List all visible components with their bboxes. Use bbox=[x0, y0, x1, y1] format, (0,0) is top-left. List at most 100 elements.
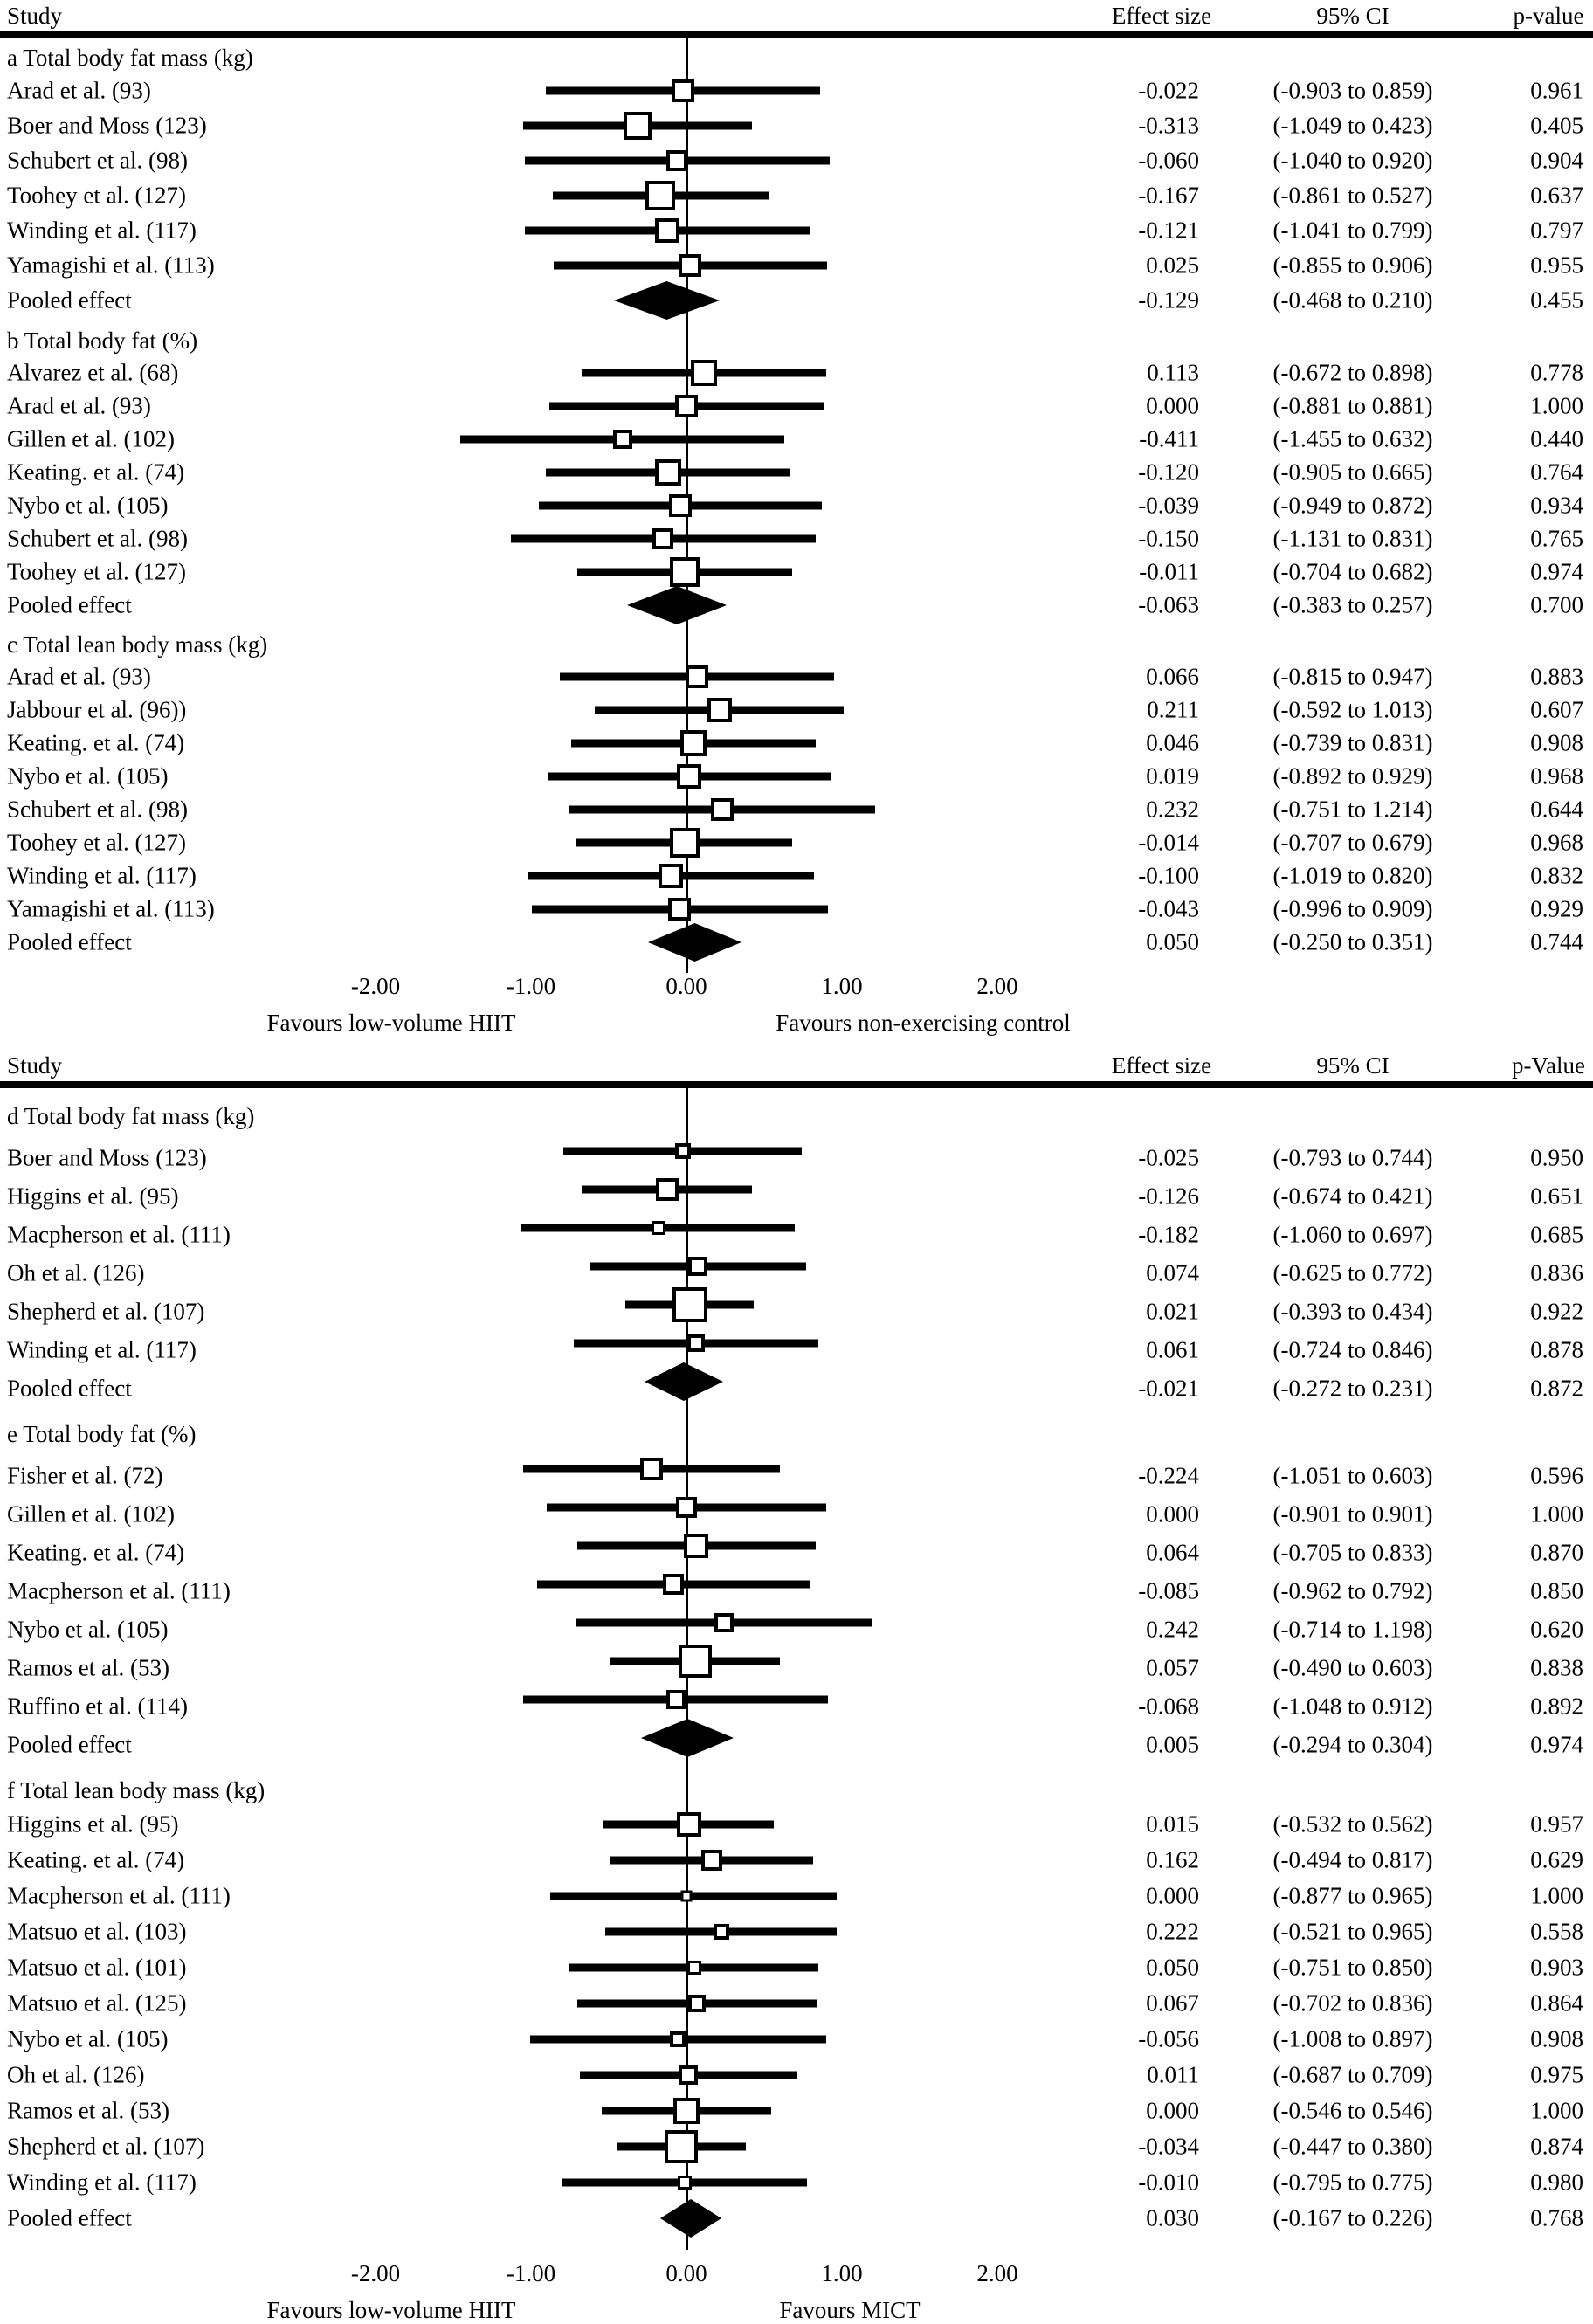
confidence-interval-value: (-1.008 to 0.897) bbox=[1272, 2025, 1433, 2052]
study-label: Toohey et al. (127) bbox=[7, 182, 187, 209]
study-label: Keating. et al. (74) bbox=[7, 729, 185, 756]
study-label: Oh et al. (126) bbox=[7, 1259, 145, 1286]
study-row: Ramos et al. (53) 0.057 (-0.490 to 0.603) 0… bbox=[0, 1642, 1593, 1681]
effect-size-value: -0.068 bbox=[1138, 1693, 1199, 1720]
effect-size-marker bbox=[676, 1811, 701, 1837]
study-row: Boer and Moss (123) -0.313 (-1.049 to 0.42… bbox=[0, 108, 1593, 143]
column-header-study: Study bbox=[7, 3, 63, 29]
column-header-p-value: p-value bbox=[1513, 3, 1584, 29]
effect-size-value: 0.066 bbox=[1146, 663, 1199, 690]
effect-size-value: 0.000 bbox=[1146, 1882, 1199, 1908]
study-row: Macpherson et al. (111) 0.000 (-0.877 to 0… bbox=[0, 1878, 1593, 1914]
effect-size-marker bbox=[686, 1960, 701, 1975]
effect-size-marker bbox=[673, 2097, 700, 2124]
pooled-effect-row: Pooled effect 0.005 (-0.294 to 0.304) 0.974 bbox=[0, 1719, 1593, 1758]
study-label: Ramos et al. (53) bbox=[7, 1654, 169, 1681]
study-label: Schubert et al. (98) bbox=[7, 147, 188, 174]
p-value: 0.934 bbox=[1530, 492, 1583, 519]
p-value: 0.405 bbox=[1530, 112, 1583, 139]
p-value: 0.620 bbox=[1530, 1616, 1583, 1643]
effect-size-marker bbox=[664, 2129, 698, 2163]
p-value: 0.768 bbox=[1530, 2204, 1583, 2231]
confidence-interval-value: (-0.705 to 0.833) bbox=[1272, 1539, 1433, 1566]
confidence-interval-value: (-0.949 to 0.872) bbox=[1272, 492, 1433, 519]
effect-size-marker bbox=[687, 1994, 706, 2012]
study-row: Keating. et al. (74) -0.120 (-0.905 to 0.6… bbox=[0, 456, 1593, 489]
p-value: 0.903 bbox=[1530, 1954, 1583, 1980]
study-row: Higgins et al. (95) 0.015 (-0.532 to 0.562… bbox=[0, 1806, 1593, 1842]
header-rule bbox=[0, 31, 1593, 38]
effect-size-value: 0.011 bbox=[1147, 2061, 1199, 2087]
study-row: Ruffino et al. (114) -0.068 (-1.048 to 0.9… bbox=[0, 1680, 1593, 1720]
p-value: 0.596 bbox=[1530, 1462, 1583, 1489]
axis-tick-label: 2.00 bbox=[976, 973, 1018, 999]
confidence-interval-value: (-0.724 to 0.846) bbox=[1272, 1336, 1433, 1363]
study-row: Keating. et al. (74) 0.046 (-0.739 to 0.83… bbox=[0, 727, 1593, 760]
p-value: 0.974 bbox=[1530, 1731, 1583, 1758]
p-value: 1.000 bbox=[1530, 392, 1583, 419]
effect-size-marker bbox=[651, 1221, 665, 1235]
effect-size-marker bbox=[675, 395, 698, 417]
section-label-row: a Total body fat mass (kg) bbox=[0, 38, 1593, 73]
p-value: 0.974 bbox=[1530, 558, 1583, 585]
study-label: Matsuo et al. (103) bbox=[7, 1918, 187, 1944]
effect-size-marker bbox=[674, 1143, 691, 1159]
pooled-effect-diamond bbox=[640, 1719, 734, 1757]
study-label: Schubert et al. (98) bbox=[7, 796, 188, 823]
effect-size-value: -0.411 bbox=[1139, 425, 1199, 452]
effect-size-value: 0.113 bbox=[1147, 359, 1199, 386]
effect-size-value: 0.067 bbox=[1146, 1990, 1199, 2016]
confidence-interval-value: (-0.702 to 0.836) bbox=[1272, 1990, 1433, 2016]
study-row: Gillen et al. (102) 0.000 (-0.901 to 0.901… bbox=[0, 1488, 1593, 1527]
effect-size-marker bbox=[652, 528, 674, 549]
p-value: 1.000 bbox=[1530, 1882, 1583, 1908]
study-label: Higgins et al. (95) bbox=[7, 1183, 179, 1210]
effect-size-value: -0.056 bbox=[1138, 2025, 1199, 2052]
study-label: Nybo et al. (105) bbox=[7, 1616, 169, 1643]
effect-size-marker bbox=[678, 2065, 698, 2085]
effect-size-marker bbox=[680, 1890, 693, 1901]
effect-size-marker bbox=[680, 730, 707, 756]
confidence-interval-value: (-0.490 to 0.603) bbox=[1272, 1654, 1433, 1681]
study-label: Arad et al. (93) bbox=[7, 392, 151, 419]
study-row: Winding et al. (117) -0.010 (-0.795 to 0.7… bbox=[0, 2164, 1593, 2200]
effect-size-value: -0.224 bbox=[1138, 1462, 1199, 1489]
study-label: Ruffino et al. (114) bbox=[7, 1693, 188, 1720]
confidence-interval-value: (-1.131 to 0.831) bbox=[1272, 525, 1433, 552]
p-value: 0.764 bbox=[1530, 459, 1583, 486]
effect-size-marker bbox=[669, 494, 693, 517]
study-row: Higgins et al. (95) -0.126 (-0.674 to 0.42… bbox=[0, 1170, 1593, 1210]
effect-size-value: -0.182 bbox=[1138, 1221, 1199, 1248]
effect-size-marker bbox=[624, 112, 652, 140]
study-row: Macpherson et al. (111) -0.085 (-0.962 to … bbox=[0, 1565, 1593, 1604]
favours-left-label: Favours low-volume HIIT bbox=[266, 2297, 516, 2323]
effect-size-value: 0.005 bbox=[1146, 1731, 1199, 1758]
study-label: Nybo et al. (105) bbox=[7, 492, 169, 519]
confidence-interval-value: (-0.592 to 1.013) bbox=[1272, 696, 1433, 723]
p-value: 0.878 bbox=[1530, 1336, 1583, 1363]
study-label: Matsuo et al. (101) bbox=[7, 1954, 187, 1980]
column-header-95ci: 95% CI bbox=[1316, 3, 1390, 29]
study-label: Yamagishi et al. (113) bbox=[7, 252, 215, 279]
study-row: Toohey et al. (127) -0.167 (-0.861 to 0.52… bbox=[0, 178, 1593, 213]
confidence-interval-value: (-0.901 to 0.901) bbox=[1272, 1500, 1433, 1527]
study-row: Macpherson et al. (111) -0.182 (-1.060 to … bbox=[0, 1209, 1593, 1248]
axis-tick-label: 1.00 bbox=[821, 2260, 863, 2286]
effect-size-value: -0.010 bbox=[1138, 2169, 1199, 2195]
effect-size-marker bbox=[659, 864, 684, 888]
p-value: 0.908 bbox=[1530, 729, 1583, 756]
effect-size-value: 0.046 bbox=[1146, 729, 1199, 756]
section-label-row: c Total lean body mass (kg) bbox=[0, 622, 1593, 660]
column-header-95ci: 95% CI bbox=[1316, 1052, 1390, 1079]
effect-size-marker bbox=[685, 665, 708, 688]
panel-header: Study Effect size 95% CI p-Value bbox=[0, 1046, 1593, 1081]
confidence-interval-value: (-0.546 to 0.546) bbox=[1272, 2097, 1433, 2123]
axis-tick-label: -1.00 bbox=[506, 2260, 556, 2286]
section-label-row: f Total lean body mass (kg) bbox=[0, 1757, 1593, 1806]
confidence-interval-value: (-0.250 to 0.351) bbox=[1272, 928, 1433, 955]
effect-size-value: -0.043 bbox=[1138, 895, 1199, 922]
p-value: 0.904 bbox=[1530, 147, 1583, 174]
p-value: 0.455 bbox=[1530, 286, 1583, 314]
study-label: Ramos et al. (53) bbox=[7, 2097, 169, 2123]
